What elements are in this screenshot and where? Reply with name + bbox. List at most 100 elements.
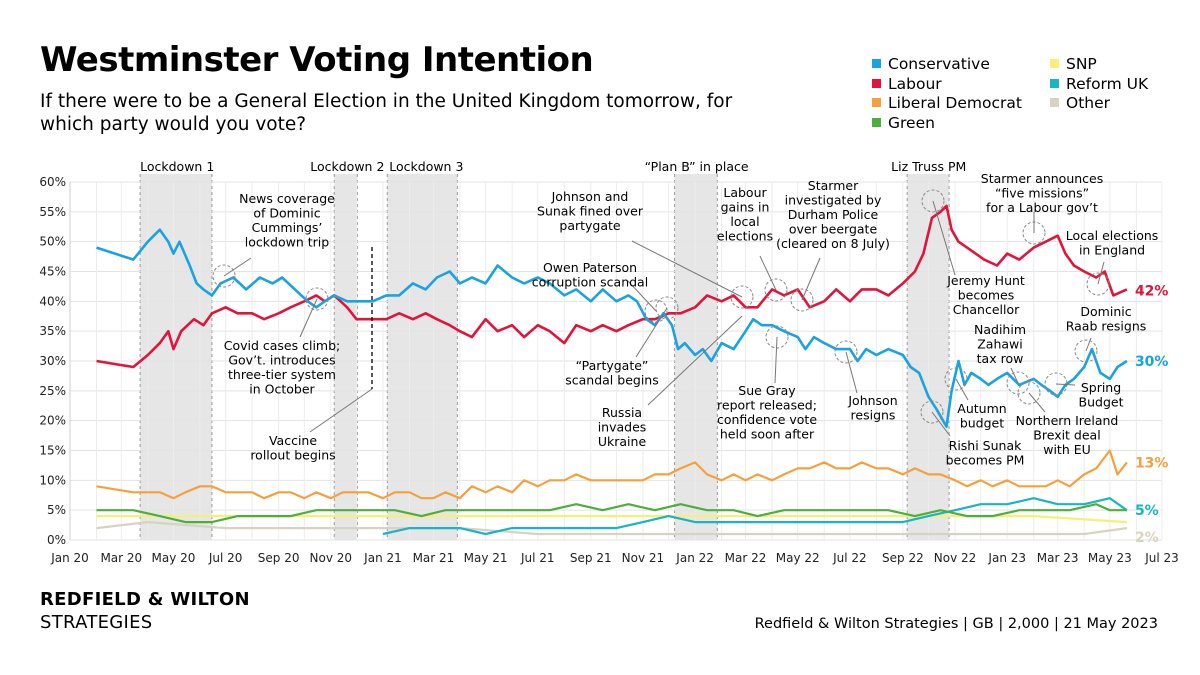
annotation-line: Raab resigns xyxy=(1066,319,1147,334)
y-tick-label: 15% xyxy=(39,444,66,458)
end-label-other: 2% xyxy=(1135,530,1159,546)
x-tick-label: May 20 xyxy=(152,551,196,565)
shaded-period-0 xyxy=(140,174,212,540)
annotation-marker xyxy=(212,264,236,288)
shaded-period-label: Lockdown 1 xyxy=(140,159,214,174)
annotation-text: Jeremy Hunt becomes Chancellor xyxy=(946,273,1025,317)
annotation-marker xyxy=(921,189,945,213)
x-tick-label: Jul 20 xyxy=(208,551,243,565)
x-tick-label: Nov 22 xyxy=(934,551,977,565)
annotation-line: elections xyxy=(717,229,773,244)
annotation-line: “Partygate” xyxy=(576,358,649,373)
series-line-conservative xyxy=(96,228,1128,428)
annotation-line: News coverage xyxy=(239,191,335,206)
x-tick-label: May 22 xyxy=(776,551,820,565)
end-labels: 30% 42% 13% 5% 2% xyxy=(1135,283,1169,546)
annotation-line: resigns xyxy=(851,408,896,423)
annotation-line: Zahawi xyxy=(977,337,1023,352)
chart-title: Westminster Voting Intention xyxy=(40,40,594,80)
annotation-line: report released; xyxy=(717,398,817,413)
legend-item-snp[interactable]: SNP xyxy=(1050,54,1097,74)
annotation-leader xyxy=(774,336,778,384)
x-tick-label: Mar 22 xyxy=(725,551,767,565)
y-tick-label: 60% xyxy=(39,175,66,189)
annotation: Johnson resigns xyxy=(834,340,898,423)
annotation-line: Owen Paterson xyxy=(543,260,637,275)
end-label-conservative: 30% xyxy=(1135,354,1169,370)
shaded-period-2 xyxy=(387,174,458,540)
annotation-line: Nadihim xyxy=(974,322,1026,337)
annotation-line: budget xyxy=(960,416,1004,431)
legend-label: Conservative xyxy=(888,55,990,73)
annotation-text: Nadihim Zahawi tax row xyxy=(974,322,1026,366)
x-tick-label: Sep 21 xyxy=(570,551,612,565)
annotation: News coverage of Dominic Cummings’ lockdown… xyxy=(212,191,335,288)
annotation: Johnson and Sunak fined over partygate xyxy=(537,189,754,309)
annotation-line: Jeremy Hunt xyxy=(946,273,1025,288)
annotation-line: corruption scandal xyxy=(532,275,648,290)
annotation-text: “Partygate” scandal begins xyxy=(565,358,658,388)
annotation-line: Gov’t. introduces xyxy=(228,353,335,368)
annotation: Russia invades Ukraine xyxy=(598,315,743,449)
annotation-line: Ukraine xyxy=(598,434,647,449)
annotation-line: over beergate xyxy=(789,222,878,237)
annotation-leader xyxy=(299,298,318,338)
annotation-marker xyxy=(644,299,668,323)
y-tick-label: 25% xyxy=(39,384,66,398)
legend-item-conservative[interactable]: Conservative xyxy=(872,54,990,74)
annotation-leader xyxy=(635,307,668,358)
legend-item-other[interactable]: Other xyxy=(1050,93,1110,113)
annotation-line: Durham Police xyxy=(788,207,879,222)
y-tick-label: 50% xyxy=(39,235,66,249)
legend-swatch xyxy=(1050,59,1059,68)
annotation-line: in England xyxy=(1079,243,1145,258)
shaded-period-label: Liz Truss PM xyxy=(891,159,966,174)
annotation-line: confidence vote xyxy=(717,412,817,427)
legend-swatch xyxy=(872,78,881,88)
annotation-line: tax row xyxy=(977,351,1024,366)
annotation: Local elections in England xyxy=(1066,228,1158,296)
y-tick-label: 20% xyxy=(39,414,66,428)
legend-item-reform-uk[interactable]: Reform UK xyxy=(1050,74,1148,94)
legend-item-green[interactable]: Green xyxy=(872,113,935,133)
annotation-line: lockdown trip xyxy=(245,235,329,250)
x-tick-label: Mar 23 xyxy=(1037,551,1079,565)
annotation-line: partygate xyxy=(559,218,621,233)
annotation-line: becomes PM xyxy=(946,453,1025,468)
y-tick-label: 0% xyxy=(47,533,66,547)
annotation: Dominic Raab resigns xyxy=(1066,304,1147,363)
legend-label: Green xyxy=(888,113,935,132)
annotation: Nadihim Zahawi tax row xyxy=(974,322,1030,395)
annotation-text: Rishi Sunak becomes PM xyxy=(946,438,1025,468)
annotation-line: Northern Ireland xyxy=(1016,413,1119,428)
annotation-line: for a Labour gov’t xyxy=(986,200,1098,215)
series-line-labour xyxy=(96,204,1128,369)
series-lines xyxy=(96,204,1128,536)
annotation-text: Johnson and Sunak fined over partygate xyxy=(537,189,644,233)
annotation-line: Chancellor xyxy=(953,302,1020,317)
annotation-line: Covid cases climb; xyxy=(224,338,341,353)
annotation-text: Sue Gray report released; confidence vote h… xyxy=(717,383,817,442)
legend-label: Other xyxy=(1066,94,1111,112)
annotation-line: Spring xyxy=(1081,380,1121,395)
annotation-text: Johnson resigns xyxy=(847,393,897,423)
annotation: Labour gains in local elections xyxy=(717,185,788,302)
annotation-line: Starmer xyxy=(808,178,859,193)
annotation-marker xyxy=(834,340,858,364)
legend-item-liberal-democrat[interactable]: Liberal Democrat xyxy=(872,93,1022,113)
x-tick-label: Jul 22 xyxy=(832,551,867,565)
annotation-line: Autumn xyxy=(957,401,1006,416)
annotation-line: gains in xyxy=(721,200,770,215)
annotation-line: “five missions” xyxy=(995,186,1089,201)
annotation-leader xyxy=(931,411,951,437)
shaded-period-label: Lockdown 3 xyxy=(389,159,463,174)
annotation-line: Dominic xyxy=(1080,304,1131,319)
annotation: Sue Gray report released; confidence vote h… xyxy=(717,325,817,442)
annotation-line: Sue Gray xyxy=(738,383,796,398)
annotation: Covid cases climb; Gov’t. introduces three… xyxy=(224,287,341,397)
annotation-line: Cummings’ xyxy=(252,220,323,235)
shaded-period-3 xyxy=(674,174,718,540)
chart-subtitle: If there were to be a General Election i… xyxy=(40,91,733,135)
annotation-leader xyxy=(1085,337,1092,352)
legend-item-labour[interactable]: Labour xyxy=(872,74,942,94)
